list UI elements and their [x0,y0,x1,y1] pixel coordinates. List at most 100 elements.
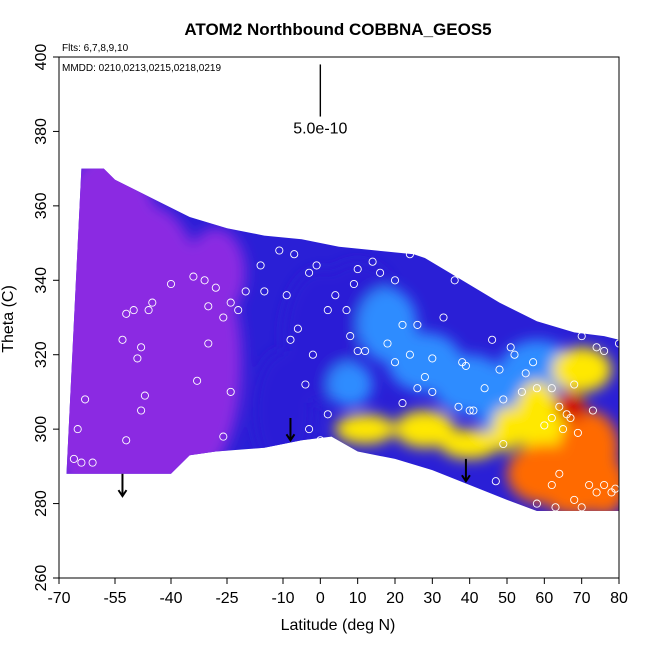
sample-point-93 [573,428,582,437]
sample-point-60 [405,350,414,359]
x-tick-label-0: -70 [47,590,70,607]
field-blob-4 [118,391,224,467]
sample-point-75 [495,365,504,374]
sample-point-8 [129,306,138,315]
sample-point-38 [301,380,310,389]
sample-point-30 [256,261,265,270]
sample-point-67 [450,276,459,285]
x-tick-label-9: 40 [461,590,479,607]
x-tick-label-3: -25 [215,590,238,607]
field-blob-20 [551,347,612,392]
scale-bar-label: 5.0e-10 [293,121,347,138]
field-blob-16 [395,410,455,448]
sample-point-65 [439,313,448,322]
sample-point-61 [420,372,429,382]
sample-point-9 [118,335,127,344]
sample-point-7 [122,309,131,318]
sample-point-56 [413,320,422,329]
sample-point-83 [529,358,538,367]
field-blob-3 [66,377,134,482]
sample-point-96 [555,469,564,478]
sample-point-99 [551,503,560,512]
sample-point-100 [570,495,579,504]
sample-point-58 [390,358,400,367]
y-tick-label-0: 260 [33,565,50,592]
x-tick-label-4: -10 [271,590,294,607]
sample-point-28 [219,432,228,441]
y-tick-label-2: 300 [33,416,50,443]
sample-point-81 [521,369,530,378]
sample-point-54 [390,276,400,285]
y-tick-label-1: 280 [33,490,50,517]
sample-point-63 [413,384,422,393]
sample-point-17 [166,279,176,289]
x-tick-label-8: 30 [423,590,441,607]
sample-point-24 [204,339,213,348]
chart-title: ATOM2 Northbound COBBNA_GEOS5 [184,20,491,39]
field-blob-13 [327,362,373,407]
sample-point-43 [349,279,358,289]
y-axis: 260 280 300 320 340 360 380 400 [33,44,59,592]
sample-point-4 [88,458,97,467]
x-tick-label-13: 80 [610,590,628,607]
sample-point-3 [77,458,86,467]
sample-point-13 [144,306,153,315]
field-blobs [66,168,619,511]
sample-point-12 [148,298,157,307]
sample-point-109 [577,332,586,341]
sample-point-108 [600,346,609,356]
sample-point-23 [234,306,243,315]
sample-point-52 [305,425,314,434]
sample-point-53 [316,436,325,445]
sample-point-40 [323,306,332,315]
sample-point-73 [480,384,489,393]
sample-point-90 [558,425,568,434]
sample-point-88 [566,413,575,423]
sample-point-76 [499,395,508,404]
sample-point-11 [133,354,142,363]
sample-point-20 [211,283,220,292]
sample-point-55 [405,250,414,259]
sample-point-6 [69,198,78,207]
sample-point-48 [376,268,385,277]
y-tick-label-3: 320 [33,341,50,368]
sample-point-26 [193,376,202,385]
y-tick-label-7: 400 [33,44,50,71]
arrow-2 [461,458,471,484]
sample-point-41 [331,291,340,300]
y-axis-label: Theta (C) [0,285,17,353]
x-axis-label: Latitude (deg N) [281,617,396,634]
sample-point-57 [383,339,392,348]
plot-frame [58,56,620,579]
sample-point-72 [454,402,463,411]
sample-point-80 [491,477,500,486]
sample-point-19 [200,276,209,285]
field-blob-15 [335,414,395,444]
sample-point-50 [308,350,317,359]
sample-point-74 [488,335,497,344]
sample-point-10 [137,343,146,352]
sample-point-97 [547,480,556,490]
sample-point-98 [532,499,541,508]
sample-point-51 [323,410,332,419]
sample-point-34 [305,268,314,277]
sample-point-35 [282,291,291,300]
x-tick-label-7: 20 [386,590,404,607]
sample-point-95 [592,343,601,352]
sample-point-1 [73,425,82,434]
sample-point-37 [286,335,295,344]
sample-point-82 [517,387,526,396]
sample-point-14 [140,391,149,400]
y-tick-label-4: 340 [33,267,50,294]
sample-point-71 [465,406,474,415]
arrow-1 [285,417,296,443]
y-tick-label-6: 380 [33,118,50,145]
x-tick-label-1: -55 [103,590,126,607]
sample-point-18 [189,272,198,281]
sample-point-78 [510,350,519,359]
sample-point-5 [81,395,90,404]
sample-point-89 [570,380,579,389]
dates-note: MMDD: 0210,0213,0215,0218,0219 [62,63,221,74]
x-tick-label-12: 70 [573,590,591,607]
